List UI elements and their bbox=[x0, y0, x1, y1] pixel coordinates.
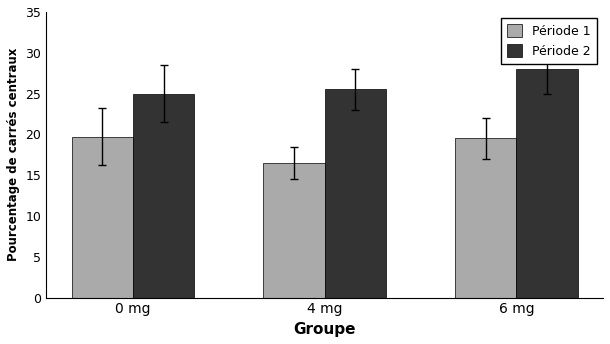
Bar bbox=[71, 137, 133, 298]
Legend: Période 1, Période 2: Période 1, Période 2 bbox=[501, 18, 597, 64]
Y-axis label: Pourcentage de carrés centraux: Pourcentage de carrés centraux bbox=[7, 48, 20, 261]
Bar bbox=[517, 69, 578, 298]
X-axis label: Groupe: Groupe bbox=[293, 322, 356, 337]
Bar bbox=[455, 139, 517, 298]
Bar bbox=[133, 94, 194, 298]
Bar bbox=[264, 163, 325, 298]
Bar bbox=[325, 89, 386, 298]
